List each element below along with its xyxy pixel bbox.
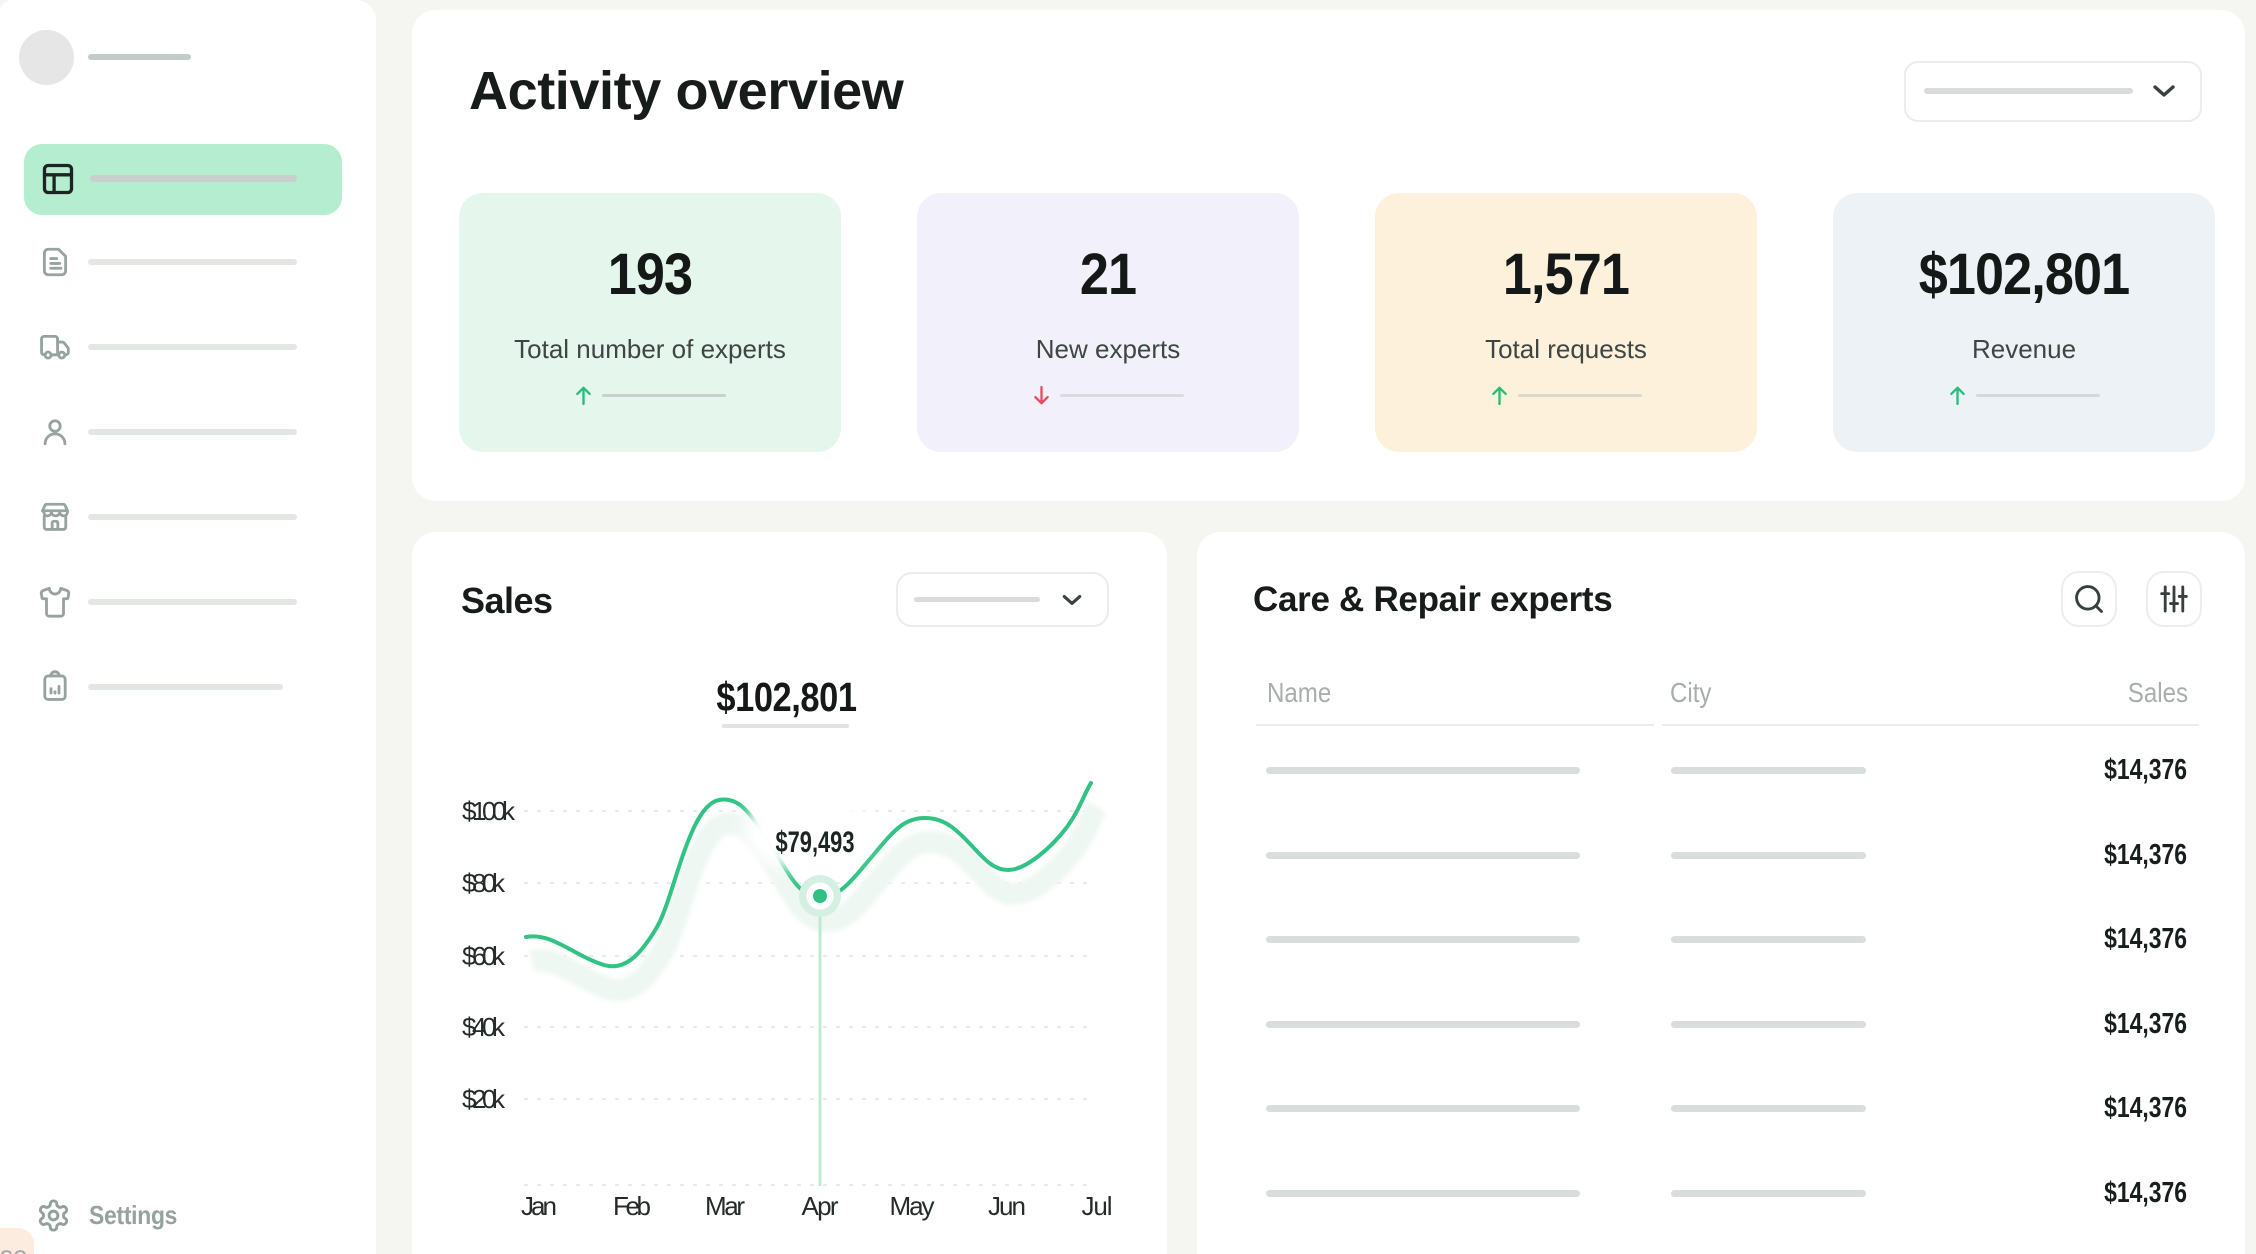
svg-text:Jun: Jun (988, 1191, 1026, 1221)
svg-text:Jan: Jan (521, 1191, 557, 1221)
svg-text:Mar: Mar (705, 1191, 745, 1221)
svg-text:May: May (890, 1191, 935, 1221)
svg-text:$40k: $40k (462, 1012, 506, 1042)
svg-text:$20k: $20k (462, 1084, 506, 1114)
svg-text:Apr: Apr (802, 1191, 839, 1221)
svg-text:Feb: Feb (613, 1191, 651, 1221)
svg-text:$80k: $80k (462, 868, 506, 898)
svg-text:$100k: $100k (462, 796, 516, 826)
svg-text:$79,493: $79,493 (776, 826, 855, 859)
svg-text:Jul: Jul (1082, 1191, 1113, 1221)
svg-text:$60k: $60k (462, 941, 506, 971)
